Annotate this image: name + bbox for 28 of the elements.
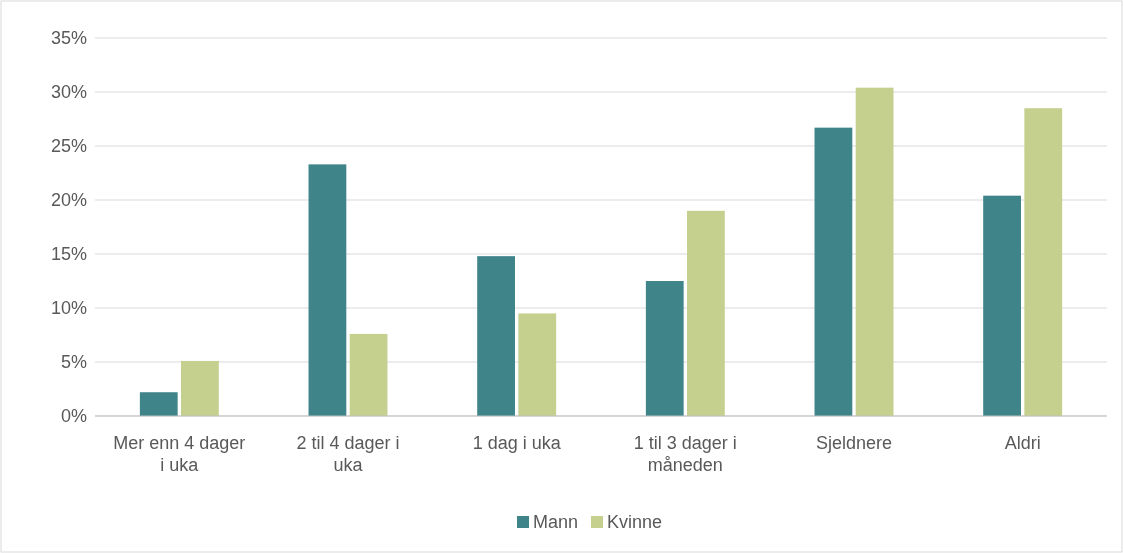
legend-label: Kvinne xyxy=(607,512,663,533)
x-tick-label: Aldri xyxy=(1004,433,1041,453)
bar xyxy=(477,256,515,416)
bar xyxy=(855,87,894,416)
bar xyxy=(1024,108,1063,416)
y-tick-label: 15% xyxy=(50,244,87,265)
y-tick-label: 10% xyxy=(50,298,87,319)
y-tick-label: 5% xyxy=(60,352,87,373)
x-tick-label: Sjeldnere xyxy=(815,433,893,453)
y-tick-label: 30% xyxy=(50,82,87,103)
x-tick-label: 2 til 4 dager i uka xyxy=(296,433,400,475)
bar xyxy=(139,392,178,416)
bar xyxy=(814,127,853,416)
y-tick-label: 20% xyxy=(50,190,87,211)
bar xyxy=(645,281,684,416)
legend-label: Mann xyxy=(533,512,579,533)
x-tick-label: 1 til 3 dager i måneden xyxy=(633,433,737,475)
y-tick-label: 25% xyxy=(50,136,87,157)
bar xyxy=(687,210,725,416)
x-tick-label: Mer enn 4 dager i uka xyxy=(113,433,246,475)
y-tick-label: 0% xyxy=(60,406,87,427)
bar xyxy=(308,164,347,416)
bar xyxy=(181,360,219,416)
y-tick-label: 35% xyxy=(50,28,87,49)
bar xyxy=(349,333,388,416)
bar xyxy=(983,195,1021,416)
x-tick-label: 1 dag i uka xyxy=(472,433,562,453)
bar xyxy=(518,313,557,416)
